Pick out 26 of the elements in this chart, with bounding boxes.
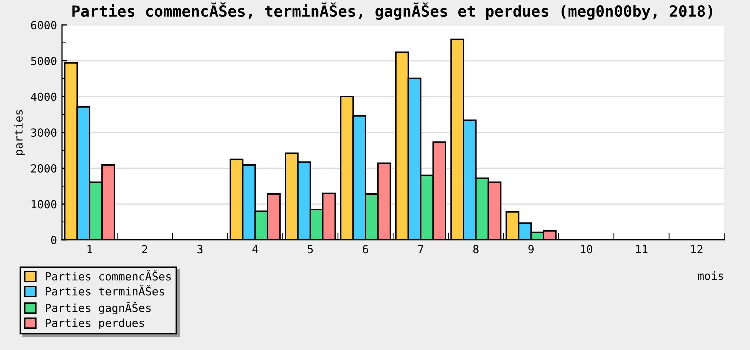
x-tick-label: 12 xyxy=(692,245,703,254)
chart-title: Parties commencĂŠes, terminĂŠes, gagnĂŠes et perdues (meg0n00by, 2018) xyxy=(72,2,712,20)
x-tick-label: 10 xyxy=(581,245,592,254)
legend-label: Parties commencĂŠes xyxy=(46,270,171,281)
x-tick-label: 4 xyxy=(252,245,258,254)
x-tick-label: 1 xyxy=(88,245,92,254)
legend-label: Parties gagnĂŠes xyxy=(46,302,151,315)
y-axis-title: parties xyxy=(14,110,26,156)
x-tick-label: 3 xyxy=(198,245,203,254)
x-tick-label: 11 xyxy=(636,245,648,254)
y-tick-label: 5000 xyxy=(31,57,57,66)
legend-label: Parties perdues xyxy=(46,318,144,330)
y-tick-label: 3000 xyxy=(31,128,57,138)
x-tick-label: 5 xyxy=(308,245,314,254)
x-tick-label: 9 xyxy=(528,245,534,254)
y-tick-label: 0 xyxy=(51,236,57,245)
x-tick-label: 8 xyxy=(474,245,479,254)
y-tick-label: 2000 xyxy=(31,164,57,173)
y-tick-label: 1000 xyxy=(32,200,57,209)
x-tick-label: 6 xyxy=(363,245,368,254)
y-tick-label: 4000 xyxy=(31,92,57,102)
x-tick-label: 2 xyxy=(142,245,148,254)
legend-label: Parties terminĂŠes xyxy=(46,285,164,296)
y-tick-label: 6000 xyxy=(31,21,57,30)
x-tick-label: 7 xyxy=(418,245,424,254)
x-axis-title: mois xyxy=(698,272,724,280)
